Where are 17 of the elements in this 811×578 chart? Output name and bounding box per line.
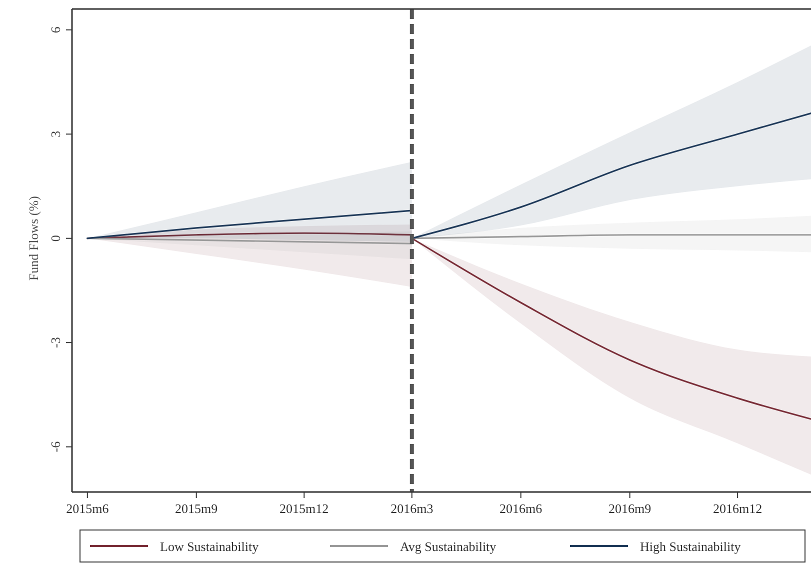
legend-label: Low Sustainability: [160, 539, 260, 554]
y-tick-label: 0: [48, 235, 63, 242]
x-tick-label: 2016m9: [608, 501, 652, 516]
x-tick-label: 2015m12: [280, 501, 329, 516]
y-axis-title: Fund Flows (%): [26, 196, 41, 281]
x-tick-label: 2015m9: [175, 501, 218, 516]
y-tick-label: 3: [48, 130, 63, 138]
y-tick-label: 6: [48, 26, 63, 34]
legend-label: Avg Sustainability: [400, 539, 497, 554]
x-tick-label: 2015m6: [66, 501, 110, 516]
line-series: [411, 112, 811, 240]
legend-label: High Sustainability: [640, 539, 742, 554]
x-tick-label: 2016m12: [713, 501, 762, 516]
x-tick-label: 2016m6: [500, 501, 543, 516]
x-tick-label: 2016m3: [390, 501, 434, 516]
y-tick-label: -6: [48, 440, 63, 452]
y-tick-label: -3: [48, 337, 63, 348]
